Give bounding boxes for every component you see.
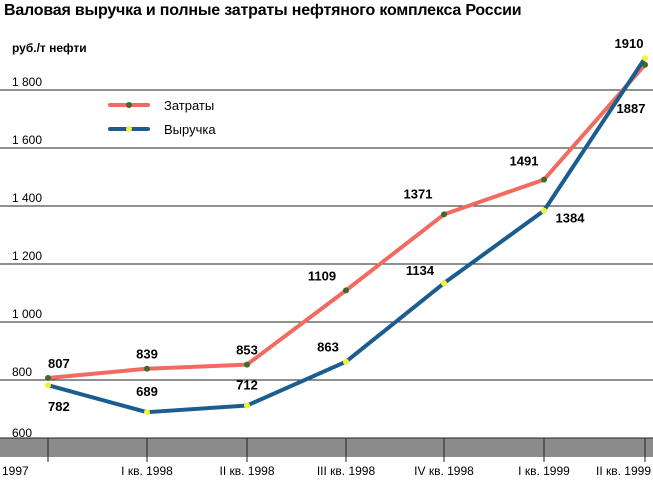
legend: Затраты Выручка	[108, 98, 216, 137]
x-axis-strip	[0, 438, 653, 457]
series-0-point-3	[343, 287, 349, 294]
data-label-1-1: 689	[136, 384, 158, 399]
y-axis-unit-label: руб./т нефти	[12, 41, 87, 55]
y-tick-label-600: 600	[12, 426, 32, 440]
data-label-1-4: 1134	[406, 263, 435, 278]
legend-marker-1	[126, 126, 132, 132]
series-1-point-3	[343, 358, 349, 365]
y-tick-label-800: 800	[12, 365, 32, 379]
data-label-0-5: 1491	[510, 154, 539, 169]
x-tick-labels: 1997 I кв. 1998 II кв. 1998 III кв. 1998 IV …	[2, 464, 651, 478]
data-label-1-2: 712	[236, 378, 258, 393]
series-1-point-2	[244, 402, 250, 409]
y-tick-label-1600: 1 600	[12, 133, 42, 147]
series-1-point-5	[541, 207, 547, 214]
x-tick-label-6: II кв. 1999	[596, 464, 651, 478]
data-label-1-0: 782	[48, 399, 70, 414]
x-axis-band	[0, 437, 653, 462]
x-tick-label-4: IV кв. 1998	[414, 464, 474, 478]
series-0-point-1	[144, 365, 150, 372]
y-tick-label-1400: 1 400	[12, 191, 42, 205]
legend-label-0: Затраты	[164, 98, 214, 113]
x-tick-label-1: I кв. 1998	[121, 464, 173, 478]
data-label-0-4: 1371	[404, 186, 433, 201]
series-0-point-4	[441, 211, 447, 218]
data-labels: 807 839 853 1109 1371 1491 1887 782 689 712 863 113…	[48, 36, 645, 414]
series-1-point-0	[45, 382, 51, 389]
data-label-0-0: 807	[48, 356, 70, 371]
grid-lines	[0, 89, 653, 381]
series-lines	[45, 55, 648, 416]
data-label-0-2: 853	[236, 343, 258, 358]
series-0-point-2	[244, 361, 250, 368]
x-tick-label-3: III кв. 1998	[317, 464, 376, 478]
x-tick-label-2: II кв. 1998	[220, 464, 275, 478]
data-label-0-6: 1887	[617, 101, 646, 116]
data-label-0-1: 839	[136, 347, 158, 362]
series-1-point-6	[642, 55, 648, 62]
series-1-point-1	[144, 409, 150, 416]
y-tick-label-1200: 1 200	[12, 249, 42, 263]
chart-title: Валовая выручка и полные затраты нефтяно…	[4, 2, 522, 19]
y-tick-label-1800: 1 800	[12, 75, 42, 89]
legend-label-1: Выручка	[164, 122, 216, 137]
series-1-point-4	[441, 280, 447, 287]
data-label-1-6: 1910	[615, 36, 644, 51]
series-0-point-0	[45, 374, 51, 381]
legend-marker-0	[126, 102, 132, 108]
x-tick-label-0: 1997	[2, 464, 29, 478]
y-tick-label-1000: 1 000	[12, 307, 42, 321]
x-tick-label-5: I кв. 1999	[518, 464, 570, 478]
series-0-point-5	[541, 176, 547, 183]
data-label-0-3: 1109	[308, 268, 336, 283]
data-label-1-3: 863	[317, 340, 339, 355]
data-label-1-5: 1384	[556, 211, 586, 226]
y-tick-labels: 600 800 1 000 1 200 1 400 1 600 1 800	[12, 75, 42, 440]
series-0-point-6	[642, 61, 648, 68]
